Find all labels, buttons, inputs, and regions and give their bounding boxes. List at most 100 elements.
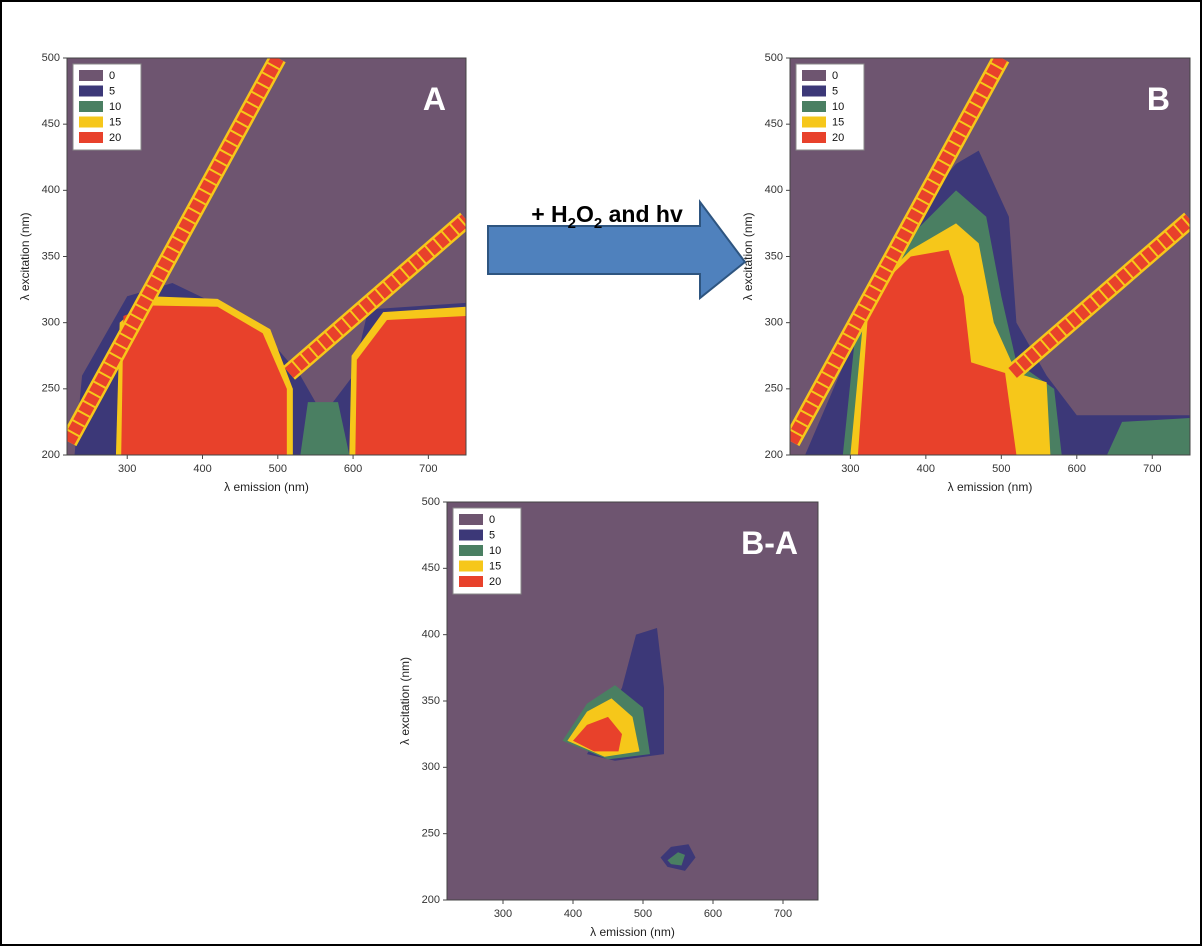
y-tick-label: 250	[422, 828, 440, 840]
legend-swatch	[79, 132, 103, 143]
contour-region	[355, 316, 466, 455]
legend-swatch	[459, 545, 483, 556]
legend-label: 15	[489, 560, 501, 572]
scatter-band	[67, 58, 284, 445]
legend-swatch	[802, 101, 826, 112]
y-tick-label: 350	[42, 250, 60, 262]
y-tick-label: 200	[42, 449, 60, 461]
x-tick-label: 300	[494, 908, 512, 920]
y-axis-label: λ excitation (nm)	[398, 657, 412, 745]
legend-swatch	[459, 576, 483, 587]
x-tick-label: 400	[564, 908, 582, 920]
panel-title: B-A	[741, 525, 798, 561]
y-axis-label: λ excitation (nm)	[18, 212, 32, 300]
legend-label: 5	[489, 529, 495, 541]
y-tick-label: 400	[42, 184, 60, 196]
x-axis-label: λ emission (nm)	[224, 480, 309, 494]
legend: 0 5 10 15 20	[72, 63, 142, 151]
x-axis-label: λ emission (nm)	[590, 925, 675, 939]
plot-area	[790, 58, 1190, 455]
y-tick-label: 300	[765, 317, 783, 329]
contour-region	[667, 852, 685, 866]
legend-label: 20	[832, 132, 844, 144]
legend-swatch	[459, 529, 483, 541]
y-tick-label: 350	[765, 250, 783, 262]
x-tick-label: 600	[344, 463, 362, 475]
plot-area	[67, 58, 466, 455]
legend-swatch	[79, 70, 103, 81]
contour-region	[300, 402, 350, 455]
x-tick-label: 500	[634, 908, 652, 920]
legend-swatch	[79, 101, 103, 112]
x-tick-label: 500	[992, 463, 1010, 475]
scatter-band	[1008, 214, 1190, 378]
x-tick-label: 500	[269, 463, 287, 475]
panel-title: A	[423, 81, 446, 117]
contour-region	[1106, 417, 1190, 455]
y-tick-label: 500	[42, 52, 60, 64]
legend-swatch	[459, 560, 483, 572]
y-tick-label: 500	[422, 496, 440, 508]
y-axis-label: λ excitation (nm)	[741, 212, 755, 300]
subscript: 2	[568, 215, 576, 232]
plot-area	[447, 502, 818, 900]
x-tick-label: 700	[1143, 463, 1161, 475]
scatter-band	[284, 214, 466, 378]
x-tick-label: 600	[704, 908, 722, 920]
x-tick-label: 600	[1068, 463, 1086, 475]
arrow	[487, 199, 747, 301]
y-tick-label: 250	[765, 383, 783, 395]
legend-label: 20	[489, 576, 501, 588]
contour-region	[857, 249, 1017, 455]
contour-region	[121, 305, 287, 455]
x-tick-label: 300	[118, 463, 136, 475]
x-tick-label: 700	[774, 908, 792, 920]
x-tick-label: 700	[419, 463, 437, 475]
label-part: O	[576, 201, 594, 227]
legend-label: 5	[109, 85, 115, 97]
y-tick-label: 300	[422, 761, 440, 773]
legend-label: 10	[832, 101, 844, 113]
legend-swatch	[79, 85, 103, 97]
legend-label: 10	[489, 545, 501, 557]
legend-swatch	[459, 514, 483, 525]
legend-label: 0	[109, 70, 115, 82]
legend-swatch	[79, 116, 103, 128]
legend-label: 5	[832, 85, 838, 97]
legend-swatch	[802, 70, 826, 81]
legend-label: 10	[109, 101, 121, 113]
panel-title: B	[1147, 81, 1170, 117]
label-part: + H	[531, 201, 567, 227]
subscript: 2	[594, 215, 602, 232]
y-tick-label: 450	[765, 118, 783, 130]
legend-label: 15	[109, 116, 121, 128]
y-tick-label: 400	[422, 629, 440, 641]
y-tick-label: 350	[422, 695, 440, 707]
y-tick-label: 450	[422, 562, 440, 574]
y-tick-label: 200	[422, 894, 440, 906]
legend-label: 15	[832, 116, 844, 128]
legend-swatch	[802, 132, 826, 143]
x-tick-label: 300	[841, 463, 859, 475]
y-tick-label: 200	[765, 449, 783, 461]
y-tick-label: 500	[765, 52, 783, 64]
x-axis-label: λ emission (nm)	[948, 480, 1033, 494]
x-tick-label: 400	[193, 463, 211, 475]
label-part: and hv	[602, 201, 683, 227]
x-tick-label: 400	[917, 463, 935, 475]
y-tick-label: 400	[765, 184, 783, 196]
scatter-band	[790, 58, 1008, 445]
legend: 0 5 10 15 20	[795, 63, 865, 151]
legend-label: 20	[109, 132, 121, 144]
y-tick-label: 250	[42, 383, 60, 395]
arrow-label: + H2O2 and hv	[531, 201, 683, 232]
legend: 0 5 10 15 20	[452, 507, 522, 595]
legend-swatch	[802, 85, 826, 97]
legend-label: 0	[489, 514, 495, 526]
y-tick-label: 300	[42, 317, 60, 329]
legend-label: 0	[832, 70, 838, 82]
contour-region	[573, 716, 622, 752]
legend-swatch	[802, 116, 826, 128]
y-tick-label: 450	[42, 118, 60, 130]
